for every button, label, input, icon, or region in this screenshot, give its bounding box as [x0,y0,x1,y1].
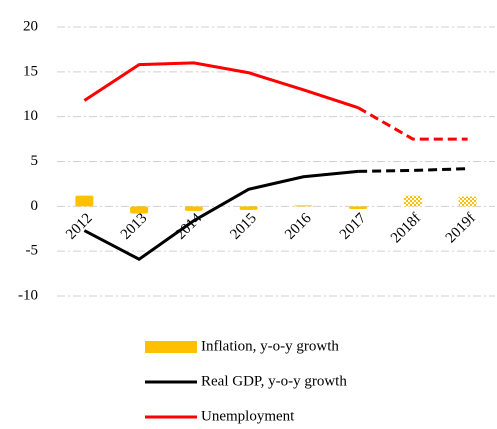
y-tick-label: 5 [31,153,39,169]
y-tick-label: 0 [31,198,39,214]
y-tick-label: -5 [26,243,39,259]
x-tick-label: 2016 [282,210,315,243]
bar [349,206,368,210]
bar [184,206,203,211]
legend-swatch [145,341,197,353]
x-tick-label: 2019f [443,210,479,246]
bar [403,195,422,207]
line [83,169,359,261]
x-tick-label: 2012 [63,210,96,243]
bar [75,195,94,207]
x-tick-label: 2015 [227,210,260,243]
x-tick-label: 2013 [118,210,151,243]
legend-label: Unemployment [201,408,295,424]
forecast-line [358,167,468,173]
bar [130,206,149,214]
line [83,61,359,110]
x-tick-label: 2018f [388,210,424,246]
x-tick-label: 2017 [337,210,370,243]
bar [239,206,258,210]
y-tick-label: 20 [23,18,38,34]
legend-label: Inflation, y-o-y growth [201,338,339,354]
forecast-line [357,106,468,141]
y-tick-label: 10 [23,108,38,124]
bar [458,196,477,207]
y-tick-label: -10 [18,287,38,303]
bar [294,205,313,207]
x-tick-label: 2014 [173,210,206,243]
legend-label: Real GDP, y-o-y growth [201,373,347,389]
y-tick-label: 15 [23,63,38,79]
